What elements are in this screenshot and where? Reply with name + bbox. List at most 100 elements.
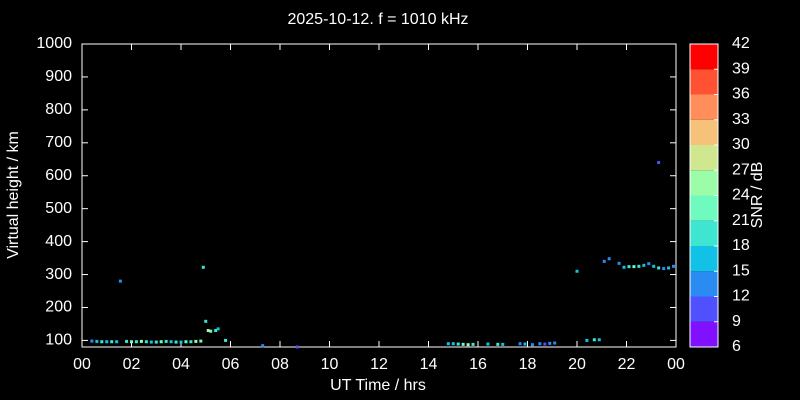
point xyxy=(523,342,527,346)
colorbar-bin xyxy=(690,296,718,322)
point xyxy=(597,338,601,342)
point xyxy=(642,263,646,267)
y-tick-label: 1000 xyxy=(36,35,72,52)
point xyxy=(214,329,218,333)
point xyxy=(95,339,99,343)
x-tick-label: 10 xyxy=(321,356,339,373)
colorbar-tick-label: 33 xyxy=(732,111,750,128)
colorbar-tick-label: 18 xyxy=(732,237,750,254)
y-tick-label: 500 xyxy=(45,200,72,217)
point xyxy=(199,339,203,343)
point xyxy=(169,340,173,344)
x-tick-label: 08 xyxy=(271,356,289,373)
point xyxy=(159,340,163,344)
colorbar-tick-label: 6 xyxy=(732,338,741,355)
point xyxy=(261,344,265,348)
point xyxy=(134,340,138,344)
colorbar-bin xyxy=(690,119,718,145)
point xyxy=(224,338,228,342)
point xyxy=(295,345,299,349)
point xyxy=(657,266,661,270)
point xyxy=(518,342,522,346)
x-axis-label: UT Time / hrs xyxy=(330,377,426,394)
point xyxy=(201,265,205,269)
colorbar-bin xyxy=(690,271,718,297)
point xyxy=(149,340,153,344)
point xyxy=(184,340,188,344)
chart-title: 2025-10-12. f = 1010 kHz xyxy=(287,11,468,28)
point xyxy=(130,340,133,344)
point xyxy=(575,269,579,273)
point xyxy=(189,340,193,344)
point xyxy=(538,342,542,346)
point xyxy=(607,257,611,261)
y-tick-label: 900 xyxy=(45,68,72,85)
point xyxy=(627,265,631,269)
colorbar-tick-label: 39 xyxy=(732,60,750,77)
x-tick-label: 14 xyxy=(420,356,438,373)
colorbar-bin xyxy=(690,195,718,221)
point xyxy=(471,342,475,346)
x-tick-label: 02 xyxy=(123,356,141,373)
x-tick-label: 00 xyxy=(667,356,685,373)
point xyxy=(204,319,208,323)
plot-frame xyxy=(81,43,677,348)
point xyxy=(209,329,213,333)
y-tick-label: 700 xyxy=(45,134,72,151)
point xyxy=(118,279,122,283)
point xyxy=(617,261,621,265)
colorbar-bin xyxy=(690,145,718,171)
point xyxy=(174,340,178,344)
y-tick-label: 800 xyxy=(45,101,72,118)
point xyxy=(602,259,606,263)
point xyxy=(90,339,94,343)
colorbar-bin xyxy=(690,94,718,120)
colorbar-bin xyxy=(690,246,718,272)
colorbar-tick-label: 21 xyxy=(732,212,750,229)
point xyxy=(144,340,148,344)
point xyxy=(216,327,220,331)
point xyxy=(100,340,104,344)
colorbar-tick-label: 27 xyxy=(732,161,750,178)
colorbar-bin xyxy=(690,220,718,246)
point xyxy=(105,340,109,344)
colorbar-tick-label: 12 xyxy=(732,288,750,305)
point xyxy=(164,339,168,343)
x-tick-label: 16 xyxy=(469,356,487,373)
point xyxy=(451,342,455,346)
y-tick-label: 100 xyxy=(45,332,72,349)
colorbar-tick-label: 30 xyxy=(732,136,750,153)
x-tick-label: 20 xyxy=(568,356,586,373)
point xyxy=(139,339,143,343)
point xyxy=(667,266,671,270)
point xyxy=(194,339,198,343)
point xyxy=(543,342,547,346)
point xyxy=(496,342,500,346)
x-tick-label: 04 xyxy=(172,356,190,373)
point xyxy=(206,329,210,333)
point xyxy=(632,265,636,269)
point xyxy=(622,265,626,269)
colorbar-bin xyxy=(690,170,718,196)
point xyxy=(592,338,596,342)
point xyxy=(461,342,465,346)
point xyxy=(647,262,651,266)
y-axis-label: Virtual height / km xyxy=(5,131,22,259)
colorbar-tick-label: 9 xyxy=(732,313,741,330)
colorbar-bin xyxy=(690,321,718,347)
point xyxy=(110,340,114,344)
x-tick-label: 12 xyxy=(370,356,388,373)
point xyxy=(672,264,676,268)
x-tick-label: 22 xyxy=(618,356,636,373)
colorbar-bin xyxy=(690,69,718,95)
y-tick-label: 200 xyxy=(45,299,72,316)
point xyxy=(115,340,119,344)
colorbar-tick-label: 15 xyxy=(732,262,750,279)
point xyxy=(125,339,129,343)
colorbar-tick-label: 24 xyxy=(732,187,750,204)
point xyxy=(585,338,589,342)
point xyxy=(486,342,490,346)
